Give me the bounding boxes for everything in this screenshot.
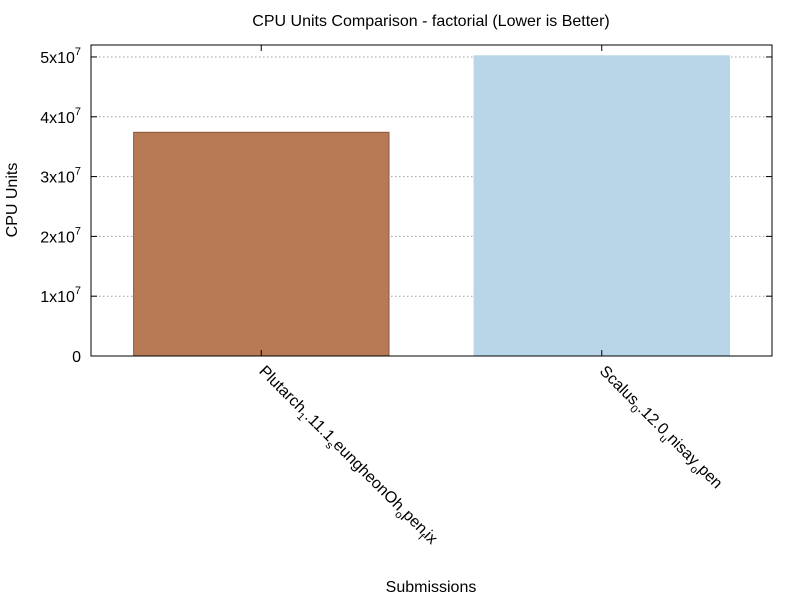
y-tick-label-4: 4x107 [40,106,81,127]
chart-title: CPU Units Comparison - factorial (Lower … [252,13,609,30]
x-tick-label-1: Scalus0.12.0unisayopen [593,363,725,495]
y-tick-label-5: 5x107 [40,46,81,67]
category-labels: Plutarch1.11.1seungheonOhopenfix Scalus0.… [253,363,725,551]
y-tick-label-2: 2x107 [40,225,81,246]
y-axis-label: CPU Units [4,163,21,238]
plot-border [90,44,773,357]
bar-0 [133,131,390,357]
plot-frame [90,44,773,357]
y-tick-label-1: 1x107 [40,285,81,306]
y-tick-label-0: 0 [72,349,81,366]
y-tick-label-3: 3x107 [40,166,81,187]
x-axis-label: Submissions [386,579,477,596]
y-tick-labels: 0 1x107 2x107 3x107 4x107 5x107 [40,46,81,366]
bar-1 [473,55,730,357]
bars [133,55,730,357]
x-tick-label-0: Plutarch1.11.1seungheonOhopenfix [253,363,441,551]
